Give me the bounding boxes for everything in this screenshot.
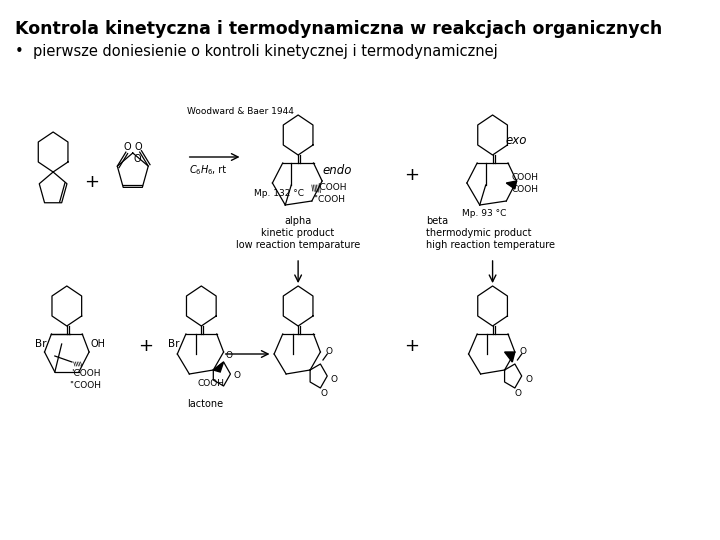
Text: O: O — [325, 348, 333, 356]
Text: Mp. 132 °C: Mp. 132 °C — [253, 188, 304, 198]
Text: O: O — [124, 142, 131, 152]
Text: COOH: COOH — [511, 173, 539, 183]
Text: thermodymic product: thermodymic product — [426, 228, 531, 238]
Text: O: O — [515, 389, 522, 399]
Polygon shape — [505, 352, 515, 362]
Text: ''COOH: ''COOH — [69, 381, 102, 390]
Text: alpha: alpha — [284, 216, 312, 226]
Text: 'COOH: 'COOH — [317, 183, 346, 192]
Text: beta: beta — [426, 216, 448, 226]
Text: endo: endo — [322, 165, 351, 178]
Text: +: + — [138, 337, 153, 355]
Text: 'COOH: 'COOH — [71, 369, 101, 379]
Text: •  pierwsze doniesienie o kontroli kinetycznej i termodynamicznej: • pierwsze doniesienie o kontroli kinety… — [15, 44, 498, 59]
Text: exo: exo — [505, 133, 527, 146]
Text: COOH: COOH — [197, 380, 224, 388]
Text: , rt: , rt — [212, 165, 227, 175]
Text: Br: Br — [168, 339, 180, 349]
Text: kinetic product: kinetic product — [261, 228, 335, 238]
Text: Kontrola kinetyczna i termodynamiczna w reakcjach organicznych: Kontrola kinetyczna i termodynamiczna w … — [15, 20, 662, 38]
Polygon shape — [506, 181, 516, 189]
Text: O: O — [134, 142, 142, 152]
Polygon shape — [213, 362, 224, 372]
Text: Woodward & Baer 1944: Woodward & Baer 1944 — [186, 107, 294, 117]
Text: Br: Br — [35, 339, 47, 349]
Text: O: O — [320, 389, 328, 399]
Text: Mp. 93 °C: Mp. 93 °C — [462, 208, 506, 218]
Text: O: O — [520, 348, 527, 356]
Text: +: + — [404, 337, 419, 355]
Text: O: O — [330, 375, 338, 384]
Text: +: + — [84, 173, 99, 191]
Text: O: O — [225, 352, 233, 361]
Text: OH: OH — [91, 339, 106, 349]
Text: O: O — [133, 154, 141, 164]
Text: ''COOH: ''COOH — [313, 194, 346, 204]
Text: O: O — [525, 375, 532, 384]
Text: O: O — [234, 372, 240, 381]
Text: lactone: lactone — [187, 399, 224, 409]
Text: COOH: COOH — [511, 186, 539, 194]
Text: +: + — [404, 166, 419, 184]
Text: high reaction temperature: high reaction temperature — [426, 240, 555, 250]
Text: $C_6H_6$: $C_6H_6$ — [189, 163, 214, 177]
Text: low reaction temparature: low reaction temparature — [236, 240, 360, 250]
